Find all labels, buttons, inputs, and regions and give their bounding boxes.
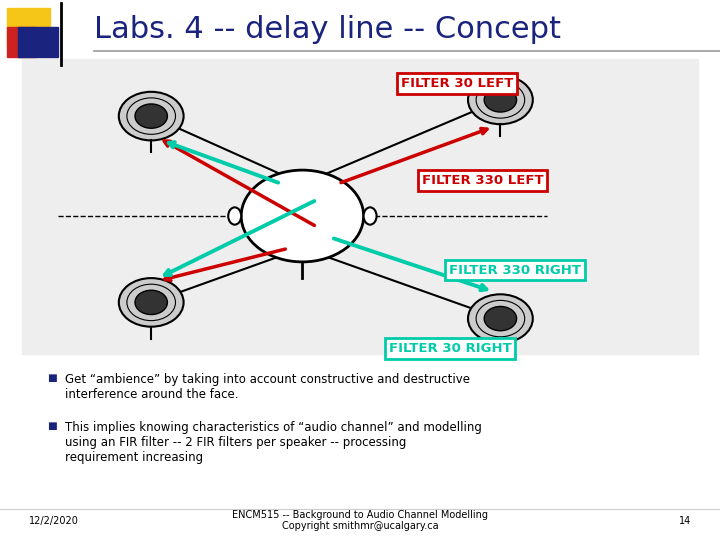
Text: FILTER 330 RIGHT: FILTER 330 RIGHT (449, 264, 581, 276)
Circle shape (135, 104, 167, 128)
Ellipse shape (228, 207, 241, 225)
Text: ■: ■ (47, 373, 57, 383)
Text: Labs. 4 -- delay line -- Concept: Labs. 4 -- delay line -- Concept (94, 15, 561, 44)
Circle shape (468, 294, 533, 343)
Text: 12/2/2020: 12/2/2020 (29, 516, 78, 525)
Bar (7, 8, 50, 46)
Text: 14: 14 (679, 516, 691, 525)
Circle shape (241, 170, 364, 262)
Text: This implies knowing characteristics of “audio channel” and modelling
using an F: This implies knowing characteristics of … (65, 421, 482, 464)
Circle shape (119, 278, 184, 327)
Text: ENCM515 -- Background to Audio Channel Modelling
Copyright smithmr@ucalgary.ca: ENCM515 -- Background to Audio Channel M… (232, 510, 488, 531)
Circle shape (135, 291, 167, 314)
Ellipse shape (364, 207, 377, 225)
Circle shape (484, 307, 517, 330)
Bar (18, 27, 58, 57)
Text: FILTER 30 RIGHT: FILTER 30 RIGHT (389, 342, 511, 355)
Bar (22, 59, 698, 354)
Circle shape (468, 76, 533, 124)
Text: FILTER 330 LEFT: FILTER 330 LEFT (422, 174, 543, 187)
Bar (7, 27, 36, 57)
Text: ■: ■ (47, 421, 57, 431)
Text: Get “ambience” by taking into account constructive and destructive
interference : Get “ambience” by taking into account co… (65, 373, 470, 401)
Circle shape (119, 92, 184, 140)
Circle shape (484, 88, 517, 112)
Text: FILTER 30 LEFT: FILTER 30 LEFT (401, 77, 513, 90)
